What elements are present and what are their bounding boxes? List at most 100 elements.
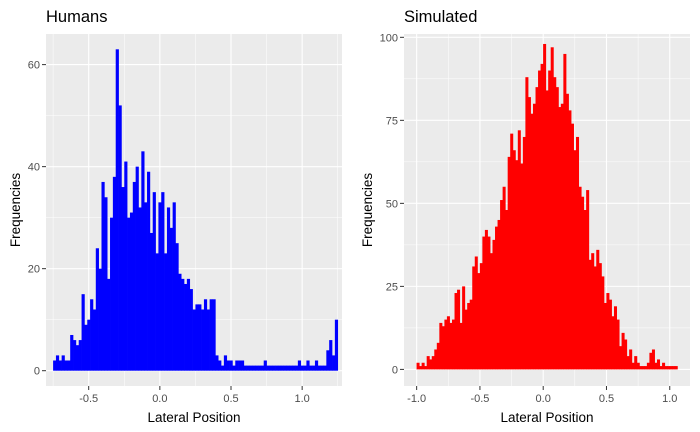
histogram-bar — [161, 192, 165, 371]
histogram-bar — [240, 360, 245, 371]
histogram-bar — [654, 362, 658, 370]
histogram-bar — [149, 232, 154, 371]
histogram-bar — [439, 322, 443, 370]
histogram-bar — [260, 365, 265, 371]
histogram-bar — [530, 113, 534, 370]
histogram-bar — [166, 207, 171, 371]
histogram-bar — [565, 93, 569, 370]
histogram-bar — [469, 299, 473, 370]
histogram-bar — [522, 136, 526, 370]
histogram-bar — [212, 299, 216, 371]
histogram-bar — [306, 360, 310, 371]
histogram-bar — [457, 289, 461, 370]
histogram-bar — [215, 355, 219, 371]
histogram-bar — [87, 319, 91, 371]
histogram-bar — [591, 253, 595, 370]
histogram-bar — [124, 161, 128, 371]
histogram-bar — [118, 105, 122, 371]
histogram-bar — [540, 63, 544, 370]
x-tick-label: 0.5 — [599, 393, 614, 405]
histogram-bar — [669, 366, 673, 370]
histogram-bar — [426, 356, 430, 370]
histogram-bar — [164, 253, 168, 371]
histogram-bar — [277, 365, 282, 371]
histogram-bar — [598, 263, 602, 370]
histogram-bar — [303, 365, 307, 371]
histogram-bar — [67, 360, 71, 371]
histogram-bar — [649, 352, 653, 370]
histogram-bar — [667, 366, 671, 370]
histogram-bar — [132, 181, 136, 371]
histogram-bar — [266, 365, 270, 371]
histogram-bar — [419, 366, 423, 370]
histogram-bar — [272, 365, 276, 371]
histogram-bar — [81, 294, 85, 371]
histogram-bar — [573, 150, 577, 370]
x-tick-label: 1.0 — [662, 393, 677, 405]
histogram-bar — [206, 309, 210, 371]
histogram-bar — [238, 360, 242, 371]
histogram-bar — [209, 299, 213, 371]
histogram-bar — [218, 360, 222, 371]
histogram-bar — [545, 90, 549, 370]
histogram-bar — [608, 299, 612, 370]
histogram-bar — [169, 227, 173, 371]
histogram-bar — [416, 362, 420, 370]
histogram-bar — [178, 273, 182, 371]
histogram-bar — [320, 365, 324, 371]
histogram-bar — [61, 355, 65, 371]
histogram-bar — [651, 349, 655, 370]
histogram-bar — [548, 70, 552, 370]
histogram-bar — [532, 103, 537, 370]
histogram-bar — [520, 163, 524, 370]
histogram-bar — [147, 171, 151, 371]
histogram-bar — [297, 360, 302, 371]
panel-1: -0.5 0.0 0.5 1.0 0 20 40 60 Humans Lateral Positi… — [8, 8, 342, 425]
histogram-bar — [446, 316, 450, 370]
histogram-bar — [464, 309, 468, 370]
histogram-bar — [263, 360, 267, 371]
histogram-bar — [235, 360, 239, 371]
histogram-bar — [441, 326, 445, 370]
histogram-bar — [639, 366, 643, 370]
panel-2: -1.0 -0.5 0.0 0.5 1.0 0 25 50 75 100 Simulated Late… — [360, 8, 690, 425]
histogram-bar — [560, 103, 564, 370]
histogram-bar — [631, 362, 635, 370]
histogram-bar — [332, 355, 336, 371]
histogram-bar — [588, 259, 592, 370]
histogram-bar — [563, 53, 567, 370]
histogram-bar — [578, 186, 582, 370]
histogram-bar — [583, 210, 587, 370]
histogram-bar — [98, 268, 102, 371]
histogram-bar — [603, 302, 607, 370]
x-axis-label: Lateral Position — [500, 410, 593, 425]
y-tick-label: 25 — [386, 281, 398, 293]
histogram-bar — [314, 360, 319, 371]
histogram-bar — [223, 355, 228, 371]
histogram-bar — [104, 197, 108, 371]
histogram-bar — [90, 299, 94, 371]
histogram-bar — [286, 365, 290, 371]
histogram-bar — [449, 322, 453, 370]
histogram-bar — [507, 156, 511, 370]
histogram-bar — [152, 192, 156, 371]
histogram-bar — [472, 266, 476, 370]
histogram-bar — [558, 107, 562, 370]
histogram-bar — [510, 133, 514, 370]
histogram-bar — [570, 123, 574, 370]
histogram-bar — [53, 360, 57, 371]
histogram-bar — [289, 365, 293, 371]
histogram-bar — [586, 190, 590, 370]
histogram-bar — [646, 362, 650, 370]
histogram-bar — [553, 77, 557, 370]
histogram-bar — [535, 87, 539, 370]
histogram-bar — [75, 345, 80, 371]
x-tick-label: -1.0 — [407, 393, 426, 405]
histogram-bar — [155, 253, 159, 371]
histogram-bar — [489, 253, 493, 370]
histogram-bar — [326, 350, 330, 371]
histogram-bar — [55, 355, 60, 371]
histogram-bar — [269, 365, 273, 371]
histogram-bar — [629, 349, 633, 370]
